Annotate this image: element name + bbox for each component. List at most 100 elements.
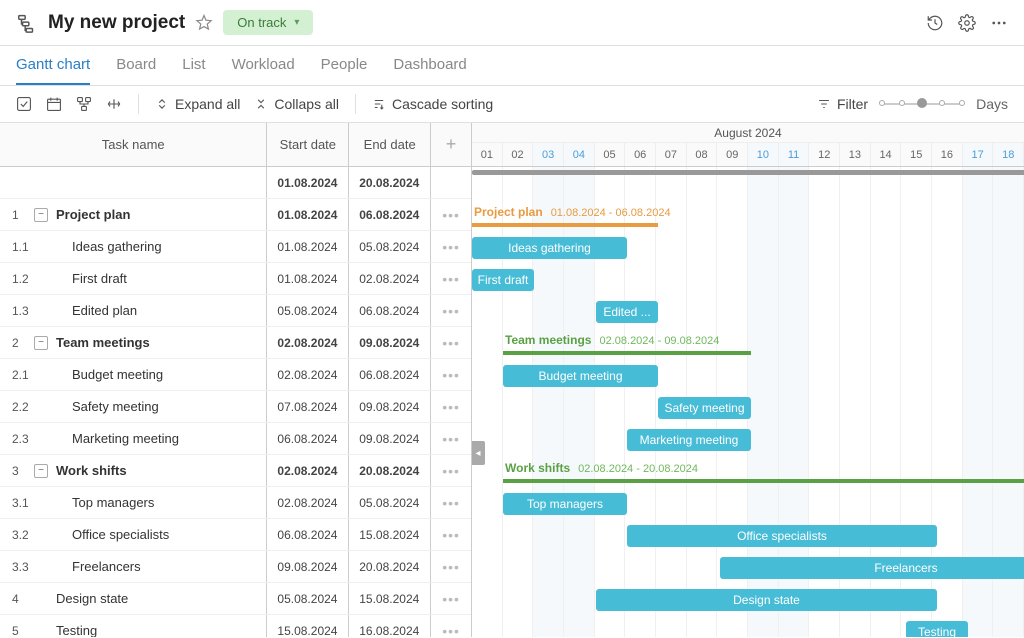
- task-bar-row: Marketing meeting: [472, 423, 1024, 455]
- collapse-toggle[interactable]: −: [34, 464, 48, 478]
- task-name: First draft: [52, 263, 266, 294]
- row-number: 3: [0, 464, 30, 478]
- task-row[interactable]: 2.3Marketing meeting06.08.202409.08.2024…: [0, 423, 471, 455]
- cascade-sort-button[interactable]: Cascade sorting: [372, 96, 493, 112]
- filter-button[interactable]: Filter: [817, 96, 868, 112]
- row-more-icon[interactable]: •••: [431, 335, 471, 351]
- group-row[interactable]: 3−Work shifts02.08.202420.08.2024•••: [0, 455, 471, 487]
- row-more-icon[interactable]: •••: [431, 399, 471, 415]
- zoom-slider[interactable]: [882, 103, 962, 105]
- start-date: 01.08.2024: [267, 263, 349, 294]
- autowidth-tool-icon[interactable]: [106, 96, 122, 112]
- collapse-all-button[interactable]: Collaps all: [254, 96, 339, 112]
- tab-board[interactable]: Board: [116, 46, 156, 85]
- task-row[interactable]: 2.2Safety meeting07.08.202409.08.2024•••: [0, 391, 471, 423]
- task-row[interactable]: 3.2Office specialists06.08.202415.08.202…: [0, 519, 471, 551]
- task-row[interactable]: 4Design state05.08.202415.08.2024•••: [0, 583, 471, 615]
- row-number: 2.2: [0, 400, 30, 414]
- row-number: 1: [0, 208, 30, 222]
- task-bar-row: Safety meeting: [472, 391, 1024, 423]
- calendar-tool-icon[interactable]: [46, 96, 62, 112]
- task-bar[interactable]: Edited ...: [596, 301, 658, 323]
- task-bar-row: First draft: [472, 263, 1024, 295]
- task-name: Safety meeting: [52, 391, 266, 422]
- row-more-icon[interactable]: •••: [431, 463, 471, 479]
- task-row[interactable]: 1.3Edited plan05.08.202406.08.2024•••: [0, 295, 471, 327]
- status-chip[interactable]: On track ▾: [223, 10, 313, 35]
- day-header-15: 15: [901, 143, 932, 166]
- add-column-button[interactable]: +: [431, 123, 471, 166]
- end-date: 06.08.2024: [349, 295, 431, 326]
- history-icon[interactable]: [926, 14, 944, 32]
- group-row[interactable]: 1−Project plan01.08.202406.08.2024•••: [0, 199, 471, 231]
- row-number: 1.2: [0, 272, 30, 286]
- expand-all-button[interactable]: Expand all: [155, 96, 240, 112]
- gantt-main: Task name Start date End date + 01.08.20…: [0, 123, 1024, 637]
- task-name: Freelancers: [52, 551, 266, 582]
- task-bar[interactable]: First draft: [472, 269, 534, 291]
- task-bar[interactable]: Freelancers: [720, 557, 1024, 579]
- collapse-toggle[interactable]: −: [34, 208, 48, 222]
- overall-range-bar[interactable]: [472, 170, 1024, 175]
- task-bar[interactable]: Budget meeting: [503, 365, 658, 387]
- row-more-icon[interactable]: •••: [431, 239, 471, 255]
- task-row[interactable]: 1.2First draft01.08.202402.08.2024•••: [0, 263, 471, 295]
- group-row[interactable]: 2−Team meetings02.08.202409.08.2024•••: [0, 327, 471, 359]
- start-date: 15.08.2024: [267, 615, 349, 637]
- column-headers: Task name Start date End date +: [0, 123, 471, 167]
- task-table: Task name Start date End date + 01.08.20…: [0, 123, 472, 637]
- task-name: Design state: [52, 583, 266, 614]
- start-date: 02.08.2024: [267, 455, 349, 486]
- group-bar[interactable]: [503, 351, 751, 355]
- group-label: Team meetings02.08.2024 - 09.08.2024: [505, 333, 719, 347]
- task-row[interactable]: 3.3Freelancers09.08.202420.08.2024•••: [0, 551, 471, 583]
- row-more-icon[interactable]: •••: [431, 591, 471, 607]
- task-bar[interactable]: Top managers: [503, 493, 627, 515]
- hierarchy-tool-icon[interactable]: [76, 96, 92, 112]
- collapse-toggle[interactable]: −: [34, 336, 48, 350]
- end-date: 20.08.2024: [349, 167, 431, 198]
- task-bar[interactable]: Ideas gathering: [472, 237, 627, 259]
- row-more-icon[interactable]: •••: [431, 495, 471, 511]
- row-more-icon[interactable]: •••: [431, 207, 471, 223]
- project-title: My new project: [48, 12, 185, 34]
- task-row[interactable]: 3.1Top managers02.08.202405.08.2024•••: [0, 487, 471, 519]
- task-bar[interactable]: Marketing meeting: [627, 429, 751, 451]
- overall-row[interactable]: 01.08.202420.08.2024: [0, 167, 471, 199]
- row-more-icon[interactable]: •••: [431, 623, 471, 638]
- star-icon[interactable]: [195, 14, 213, 32]
- zoom-label: Days: [976, 96, 1008, 112]
- row-number: 5: [0, 624, 30, 638]
- day-header-14: 14: [871, 143, 902, 166]
- row-more-icon[interactable]: •••: [431, 431, 471, 447]
- task-bar[interactable]: Office specialists: [627, 525, 937, 547]
- task-bar[interactable]: Testing: [906, 621, 968, 637]
- task-bar-row: Testing: [472, 615, 1024, 637]
- task-row[interactable]: 5Testing15.08.202416.08.2024•••: [0, 615, 471, 637]
- group-bar[interactable]: [472, 223, 658, 227]
- end-date: 06.08.2024: [349, 359, 431, 390]
- tab-people[interactable]: People: [321, 46, 368, 85]
- collapse-all-label: Collaps all: [274, 96, 339, 112]
- tab-gantt-chart[interactable]: Gantt chart: [16, 46, 90, 85]
- more-icon[interactable]: [990, 14, 1008, 32]
- row-more-icon[interactable]: •••: [431, 271, 471, 287]
- tab-dashboard[interactable]: Dashboard: [393, 46, 466, 85]
- row-more-icon[interactable]: •••: [431, 559, 471, 575]
- start-date: 01.08.2024: [267, 167, 349, 198]
- task-bar[interactable]: Design state: [596, 589, 937, 611]
- tab-list[interactable]: List: [182, 46, 205, 85]
- task-bar[interactable]: Safety meeting: [658, 397, 751, 419]
- group-bar[interactable]: [503, 479, 1024, 483]
- row-more-icon[interactable]: •••: [431, 527, 471, 543]
- row-more-icon[interactable]: •••: [431, 303, 471, 319]
- task-row[interactable]: 2.1Budget meeting02.08.202406.08.2024•••: [0, 359, 471, 391]
- checkbox-tool-icon[interactable]: [16, 96, 32, 112]
- gear-icon[interactable]: [958, 14, 976, 32]
- task-row[interactable]: 1.1Ideas gathering01.08.202405.08.2024••…: [0, 231, 471, 263]
- row-more-icon[interactable]: •••: [431, 367, 471, 383]
- task-name: Marketing meeting: [52, 423, 266, 454]
- tab-workload[interactable]: Workload: [232, 46, 295, 85]
- start-date: 02.08.2024: [267, 359, 349, 390]
- task-bar-row: Ideas gathering: [472, 231, 1024, 263]
